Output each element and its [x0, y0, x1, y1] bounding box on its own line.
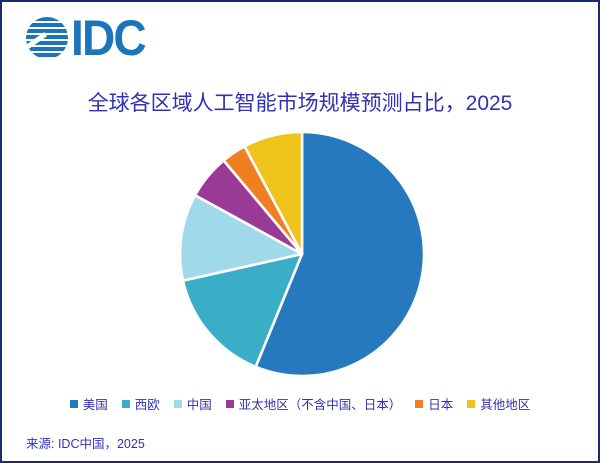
- legend-item-0: 美国: [69, 394, 108, 413]
- idc-logo-text: IDC: [71, 10, 147, 66]
- legend-item-2: 中国: [173, 394, 212, 413]
- idc-globe-icon: [26, 17, 68, 59]
- idc-logo: IDC: [26, 10, 151, 66]
- legend-label: 其他地区: [480, 398, 531, 412]
- pie-slice-1: [181, 252, 304, 369]
- legend-swatch-icon: [415, 399, 424, 408]
- legend-swatch-icon: [173, 399, 182, 408]
- globe-notch: [26, 31, 48, 52]
- legend-swatch-icon: [121, 399, 130, 408]
- legend-item-3: 亚太地区（不含中国、日本）: [225, 394, 402, 413]
- legend-swatch-icon: [225, 399, 234, 408]
- legend-item-5: 其他地区: [467, 394, 530, 413]
- legend-item-1: 西欧: [121, 394, 160, 413]
- legend-label: 中国: [186, 398, 212, 412]
- pie-slice-5: [243, 130, 304, 256]
- pie-slice-2: [178, 193, 304, 282]
- legend-label: 美国: [82, 398, 108, 412]
- legend-label: 亚太地区（不含中国、日本）: [238, 398, 402, 412]
- chart-legend: 美国 西欧 中国 亚太地区（不含中国、日本） 日本 其他地区: [2, 394, 598, 413]
- chart-title: 全球各区域人工智能市场规模预测占比，2025: [87, 92, 513, 115]
- legend-swatch-icon: [69, 399, 78, 408]
- legend-label: 日本: [428, 398, 454, 412]
- legend-label: 西欧: [134, 398, 160, 412]
- pie-slice-0: [254, 130, 426, 378]
- source-note: 来源: IDC中国，2025: [26, 437, 145, 451]
- pie-chart: [172, 124, 432, 384]
- legend-swatch-icon: [467, 399, 476, 408]
- pie-chart-svg: [178, 130, 426, 378]
- legend-item-4: 日本: [415, 394, 453, 413]
